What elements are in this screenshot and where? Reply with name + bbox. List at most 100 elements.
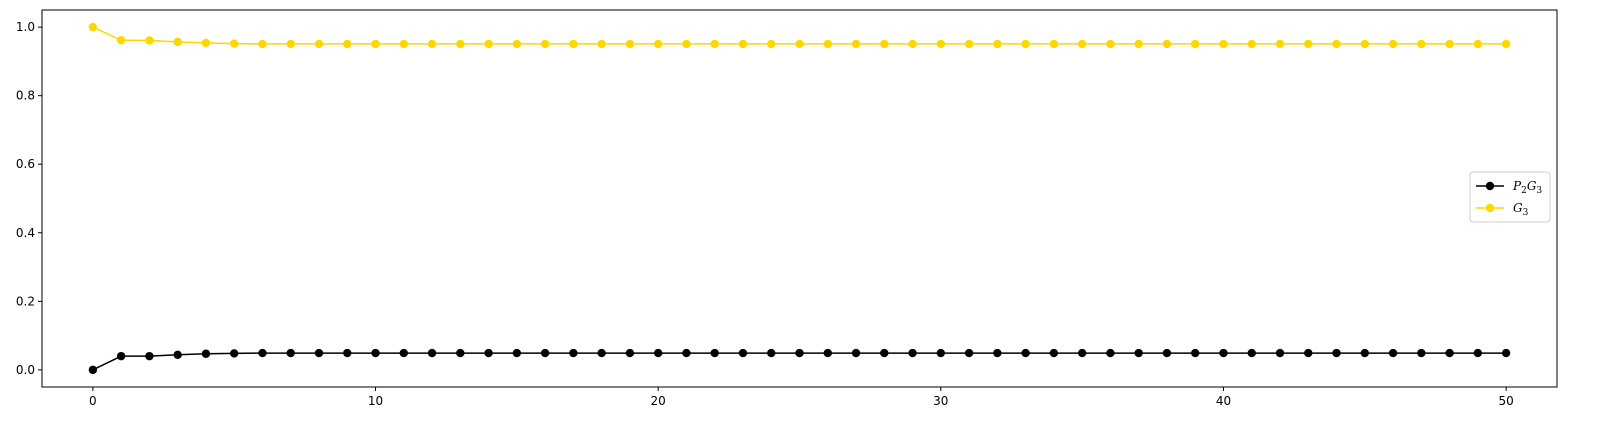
data-point — [258, 348, 267, 358]
legend-label: P2G3 — [1512, 179, 1542, 196]
data-point — [88, 365, 98, 375]
data-point — [936, 348, 946, 358]
data-point — [1219, 39, 1228, 49]
y-tick-label: 0.0 — [16, 363, 35, 377]
data-point — [286, 39, 295, 49]
y-tick-label: 1.0 — [16, 20, 35, 34]
data-point — [1275, 348, 1285, 358]
data-point — [286, 348, 295, 358]
data-point — [1134, 348, 1143, 358]
data-point — [1077, 39, 1087, 49]
data-point — [597, 348, 606, 358]
data-point — [371, 39, 380, 49]
data-point — [880, 39, 889, 49]
data-point — [682, 348, 691, 358]
data-point — [597, 39, 606, 49]
y-tick-label: 0.8 — [16, 89, 35, 103]
data-point — [484, 348, 493, 358]
data-point — [823, 39, 832, 49]
data-point — [795, 348, 804, 358]
axes-frame — [41, 9, 1558, 388]
data-point — [964, 348, 974, 358]
data-point — [1501, 39, 1511, 49]
data-point — [823, 348, 832, 358]
data-point — [427, 39, 437, 49]
x-tick-label: 10 — [368, 394, 383, 408]
data-point — [1077, 348, 1087, 358]
data-point — [1388, 39, 1398, 49]
data-point — [88, 22, 98, 32]
data-point — [625, 39, 635, 49]
plot-area — [88, 22, 1511, 375]
data-point — [201, 38, 211, 48]
legend: P2G3 G3 — [1469, 171, 1551, 223]
data-point — [964, 39, 974, 49]
data-point — [1501, 348, 1511, 358]
data-point — [1473, 39, 1483, 49]
y-tick-label: 0.6 — [16, 157, 35, 171]
data-point — [540, 39, 550, 49]
data-point — [625, 348, 635, 358]
data-point — [1049, 348, 1059, 358]
axes: 0 10 20 30 40 50 0.0 0.2 0.4 0.6 0.8 1.0 — [16, 9, 1558, 408]
y-tick-label: 0.4 — [16, 226, 35, 240]
data-point — [116, 351, 126, 361]
legend-box — [1469, 171, 1551, 223]
data-point — [908, 39, 917, 49]
y-tick-label: 0.2 — [16, 294, 35, 308]
x-tick-label: 40 — [1216, 394, 1231, 408]
data-point — [343, 348, 352, 358]
data-point — [1304, 39, 1313, 49]
data-point — [993, 348, 1002, 358]
data-point — [1304, 348, 1313, 358]
data-point — [1247, 39, 1256, 49]
legend-label: G3 — [1513, 201, 1529, 218]
data-point — [710, 39, 719, 49]
data-point — [173, 350, 182, 359]
data-point — [1445, 39, 1454, 49]
x-tick-label: 50 — [1498, 394, 1513, 408]
data-point — [512, 39, 522, 49]
data-point — [399, 348, 408, 358]
data-point — [851, 348, 861, 358]
data-point — [1191, 348, 1200, 358]
data-point — [1134, 39, 1143, 49]
data-point — [936, 39, 946, 49]
data-point — [512, 348, 522, 358]
x-tick-label: 30 — [933, 394, 948, 408]
data-point — [173, 37, 182, 47]
data-point — [653, 348, 663, 358]
x-tick-label: 20 — [651, 394, 666, 408]
data-point — [1332, 348, 1341, 358]
data-point — [1332, 39, 1341, 49]
data-point — [1021, 39, 1030, 49]
data-point — [1021, 348, 1030, 358]
data-point — [258, 39, 267, 49]
data-point — [343, 39, 352, 49]
data-point — [540, 348, 550, 358]
data-point — [908, 348, 917, 358]
data-point — [767, 39, 776, 49]
data-point — [371, 348, 380, 358]
data-point — [795, 39, 804, 49]
data-point — [484, 39, 493, 49]
legend-marker — [1485, 203, 1495, 213]
data-point — [1473, 348, 1483, 358]
data-point — [1360, 348, 1369, 358]
data-point — [456, 39, 465, 49]
data-point — [1191, 39, 1200, 49]
data-point — [1219, 348, 1228, 358]
data-point — [145, 351, 154, 361]
data-point — [653, 39, 663, 49]
data-point — [851, 39, 861, 49]
data-point — [569, 39, 578, 49]
data-point — [1106, 39, 1115, 49]
data-point — [145, 36, 154, 45]
data-point — [314, 39, 324, 49]
data-point — [1162, 39, 1172, 49]
data-point — [1417, 39, 1426, 49]
data-point — [767, 348, 776, 358]
data-point — [1445, 348, 1454, 358]
legend-marker — [1485, 181, 1495, 191]
